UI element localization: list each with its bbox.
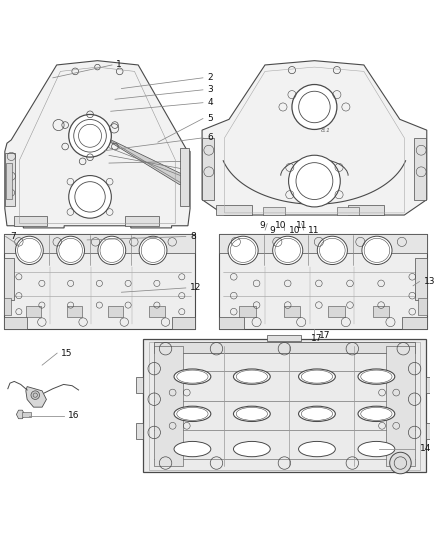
Polygon shape: [202, 61, 427, 215]
Ellipse shape: [228, 236, 258, 264]
Text: 12: 12: [190, 284, 201, 293]
Ellipse shape: [98, 236, 126, 264]
Bar: [219, 235, 427, 253]
Text: 6: 6: [207, 133, 213, 142]
Bar: [219, 317, 244, 329]
Bar: [14, 216, 47, 226]
Bar: [414, 138, 426, 199]
Text: 8.1: 8.1: [321, 127, 331, 133]
Text: 8: 8: [190, 232, 196, 241]
Bar: [239, 306, 255, 317]
Text: 9: 9: [269, 225, 275, 235]
Circle shape: [390, 453, 411, 474]
Bar: [219, 235, 427, 329]
Ellipse shape: [358, 441, 395, 457]
Ellipse shape: [233, 441, 270, 457]
Ellipse shape: [299, 369, 336, 384]
Bar: [426, 423, 433, 439]
Bar: [4, 258, 14, 301]
Text: 17: 17: [311, 334, 322, 343]
Bar: [180, 148, 189, 206]
Bar: [172, 317, 195, 329]
Text: 1: 1: [117, 60, 122, 69]
Circle shape: [289, 155, 340, 207]
Ellipse shape: [317, 236, 347, 264]
Bar: [125, 216, 159, 226]
Text: 11: 11: [296, 221, 307, 230]
Bar: [418, 297, 427, 314]
Bar: [22, 412, 31, 417]
Bar: [136, 377, 143, 393]
Bar: [4, 235, 195, 329]
Circle shape: [292, 85, 337, 130]
Bar: [263, 207, 285, 215]
Text: 3: 3: [207, 85, 213, 94]
Bar: [337, 207, 359, 215]
Ellipse shape: [174, 369, 211, 384]
Ellipse shape: [15, 236, 43, 264]
Bar: [143, 340, 426, 472]
Text: 10: 10: [289, 225, 300, 235]
Ellipse shape: [362, 236, 392, 264]
Ellipse shape: [358, 406, 395, 422]
Text: 15: 15: [61, 349, 73, 358]
Bar: [386, 346, 415, 466]
Bar: [4, 317, 27, 329]
Bar: [67, 306, 82, 317]
Text: 11: 11: [308, 225, 319, 235]
Bar: [348, 205, 384, 215]
Text: 14: 14: [420, 444, 431, 453]
Bar: [202, 138, 215, 199]
Bar: [4, 235, 195, 253]
Ellipse shape: [358, 369, 395, 384]
Ellipse shape: [174, 441, 211, 457]
Bar: [154, 346, 183, 466]
Bar: [136, 423, 143, 439]
Bar: [373, 306, 389, 317]
Bar: [148, 342, 420, 470]
Bar: [415, 258, 427, 301]
Ellipse shape: [299, 406, 336, 422]
Bar: [108, 306, 124, 317]
Polygon shape: [16, 410, 25, 419]
Ellipse shape: [174, 406, 211, 422]
Ellipse shape: [139, 236, 167, 264]
Text: 7: 7: [10, 232, 16, 241]
Polygon shape: [107, 140, 186, 184]
Text: 16: 16: [68, 411, 79, 420]
Text: 9: 9: [259, 221, 265, 230]
Bar: [154, 342, 415, 353]
Ellipse shape: [299, 441, 336, 457]
Bar: [268, 335, 301, 341]
Bar: [283, 306, 300, 317]
Text: 13: 13: [424, 277, 435, 286]
Bar: [149, 306, 165, 317]
Bar: [5, 153, 15, 206]
Text: 10: 10: [275, 221, 287, 230]
Bar: [215, 205, 251, 215]
Circle shape: [69, 115, 111, 157]
Bar: [6, 163, 12, 199]
Ellipse shape: [233, 406, 270, 422]
Polygon shape: [5, 61, 190, 228]
Bar: [328, 306, 345, 317]
Text: 17: 17: [319, 330, 330, 340]
Polygon shape: [26, 386, 46, 407]
Ellipse shape: [57, 236, 85, 264]
Text: 5: 5: [207, 114, 213, 123]
Ellipse shape: [233, 369, 270, 384]
Circle shape: [31, 391, 39, 399]
Bar: [426, 377, 433, 393]
Bar: [402, 317, 427, 329]
Bar: [4, 297, 11, 314]
Ellipse shape: [273, 236, 303, 264]
Circle shape: [69, 175, 111, 218]
Text: 2: 2: [207, 74, 213, 82]
Bar: [25, 306, 41, 317]
Text: 4: 4: [207, 98, 213, 107]
